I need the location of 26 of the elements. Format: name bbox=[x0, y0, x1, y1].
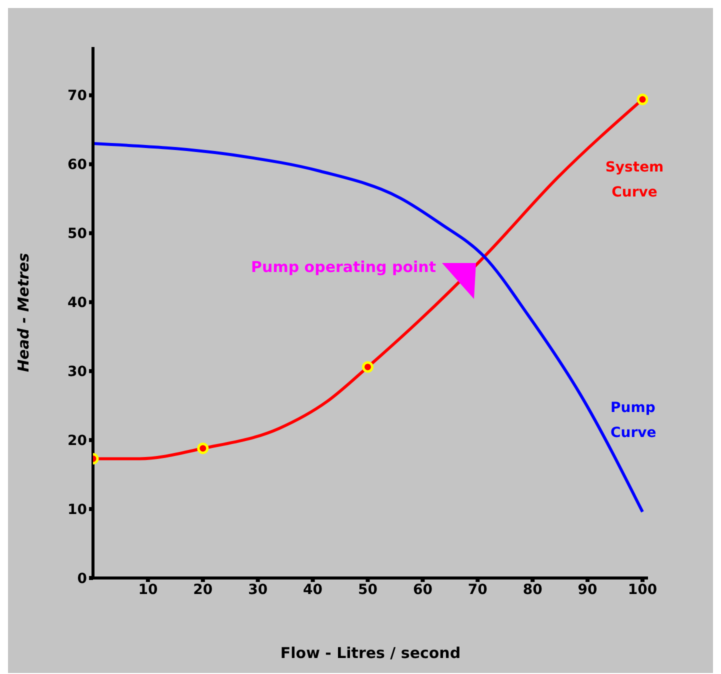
point bbox=[197, 442, 209, 454]
x-tick-label: 100 bbox=[628, 582, 658, 598]
y-tick-label: 40 bbox=[68, 295, 88, 312]
y-tick-label: 0 bbox=[77, 570, 88, 587]
point bbox=[636, 94, 648, 106]
y-tick-label: 50 bbox=[68, 226, 88, 242]
y-tick-label: 70 bbox=[68, 88, 88, 104]
series-label: System Curve bbox=[605, 159, 664, 200]
x-tick-label: 30 bbox=[248, 582, 268, 598]
x-tick-label: 80 bbox=[522, 582, 543, 598]
x-tick-label: 10 bbox=[138, 582, 158, 598]
x-tick-label: 70 bbox=[468, 582, 488, 598]
annotation: Pump operating point bbox=[251, 258, 436, 276]
x-tick-label: 50 bbox=[358, 582, 378, 598]
y-tick-label: 30 bbox=[68, 364, 88, 380]
series-label: Pump Curve bbox=[610, 400, 656, 441]
y-tick-label: 60 bbox=[68, 157, 88, 174]
x-tick-label: 20 bbox=[193, 582, 213, 598]
x-tick-label: 60 bbox=[412, 582, 433, 598]
y-tick-label: 10 bbox=[68, 502, 88, 518]
x-tick-label: 90 bbox=[578, 582, 598, 598]
y-tick-label: 20 bbox=[68, 433, 88, 450]
y-axis-title: Head - Metres bbox=[14, 252, 32, 372]
x-tick-label: 40 bbox=[303, 582, 323, 598]
point bbox=[362, 361, 374, 373]
x-axis-title: Flow - Litres / second bbox=[280, 644, 461, 662]
